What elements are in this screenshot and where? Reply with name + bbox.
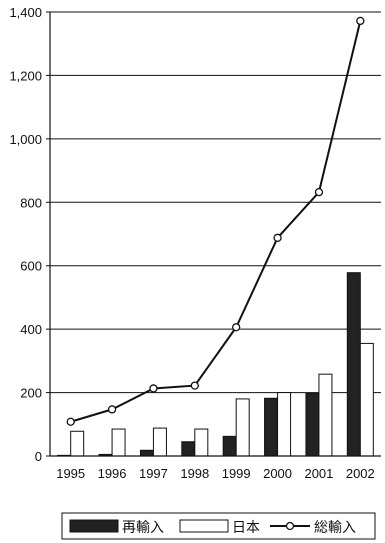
y-tick-label: 0 (35, 449, 42, 464)
total-import-marker (190, 381, 199, 390)
bar-japan (70, 430, 85, 457)
x-tick-label: 1997 (139, 466, 168, 481)
x-tick-label: 1999 (222, 466, 251, 481)
y-tick-label: 400 (20, 322, 42, 337)
legend-label-japan: 日本 (232, 520, 260, 536)
total-import-marker (149, 384, 158, 393)
total-import-marker (107, 405, 117, 414)
y-tick-label: 1,400 (9, 5, 42, 20)
legend-label-total: 総輸入 (314, 520, 356, 536)
bar-reimport (346, 272, 361, 457)
y-tick-label: 1,000 (9, 132, 42, 147)
total-import-series (66, 16, 365, 426)
total-import-marker (273, 233, 282, 242)
y-tick-label: 600 (20, 259, 42, 274)
legend-swatch-reimport (69, 519, 119, 533)
x-tick-label: 2001 (304, 466, 333, 481)
y-tick-label: 800 (20, 195, 42, 210)
bar-japan (359, 342, 374, 457)
gridlines (46, 11, 381, 457)
bar-japan (318, 373, 333, 457)
axes (49, 12, 381, 457)
bar-japan (194, 428, 209, 457)
x-tick-label: 1996 (98, 466, 127, 481)
bar-reimport (305, 393, 320, 457)
x-tick-label: 1998 (180, 466, 209, 481)
y-tick-label: 1,200 (9, 68, 42, 83)
bar-reimport (139, 449, 154, 457)
bar-reimport (181, 441, 196, 457)
legend-swatch-marker (285, 521, 295, 531)
x-tick-labels: 1995 1996 1997 1998 1999 2000 2001 2002 (56, 466, 375, 481)
bar-japan (111, 428, 126, 457)
total-import-marker (314, 187, 324, 197)
total-import-line (70, 20, 362, 423)
bar-reimport (222, 435, 237, 457)
bar-reimport (264, 397, 279, 457)
total-import-marker (232, 323, 241, 332)
legend-swatch-japan (179, 519, 229, 533)
total-import-marker (356, 16, 365, 26)
bar-japan (235, 398, 250, 457)
bar-japan (277, 392, 292, 457)
y-tick-label: 200 (20, 386, 42, 401)
legend: 再輸入 日本 総輸入 (61, 512, 376, 540)
total-import-marker (66, 417, 75, 426)
bars (57, 272, 374, 457)
y-tick-labels: 0 200 400 600 800 1,000 1,200 1,400 (9, 5, 42, 464)
x-tick-label: 1995 (56, 466, 85, 481)
legend-label-reimport: 再輸入 (122, 520, 164, 536)
bar-japan (152, 427, 167, 457)
x-tick-label: 2000 (263, 466, 292, 481)
x-tick-label: 2002 (346, 466, 375, 481)
